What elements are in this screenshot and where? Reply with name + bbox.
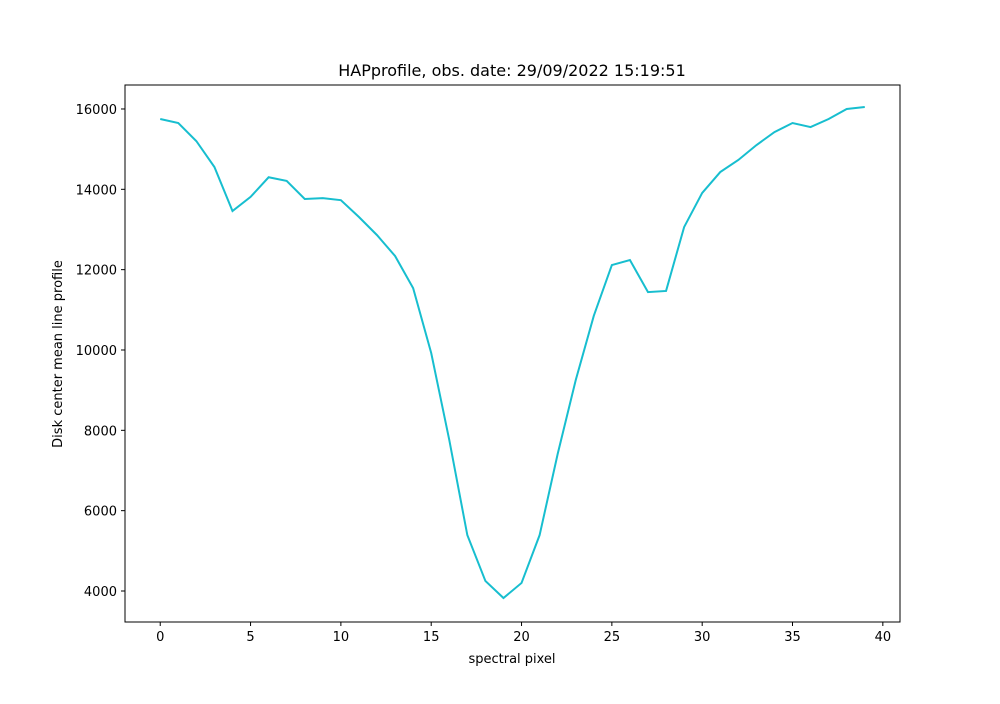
x-tick-label: 25 (604, 630, 621, 645)
y-tick-label: 14000 (76, 183, 117, 198)
y-axis-label: Disk center mean line profile (51, 260, 66, 448)
chart-title: HAPprofile, obs. date: 29/09/2022 15:19:… (338, 61, 686, 80)
x-tick-label: 30 (694, 630, 711, 645)
x-tick-label: 35 (784, 630, 801, 645)
x-tick-label: 0 (156, 630, 164, 645)
x-axis-label: spectral pixel (468, 652, 555, 667)
x-tick-label: 40 (875, 630, 892, 645)
y-tick-label: 10000 (76, 344, 117, 359)
x-tick-label: 10 (333, 630, 350, 645)
x-tick-label: 15 (423, 630, 440, 645)
y-tick-label: 12000 (76, 264, 117, 279)
plot-frame (124, 84, 901, 623)
y-tick-label: 16000 (76, 103, 117, 118)
y-tick-label: 8000 (84, 424, 117, 439)
data-line (160, 105, 865, 600)
x-tick-label: 20 (513, 630, 530, 645)
y-tick-label: 6000 (84, 505, 117, 520)
x-tick-label: 5 (246, 630, 254, 645)
y-tick-label: 4000 (84, 585, 117, 600)
